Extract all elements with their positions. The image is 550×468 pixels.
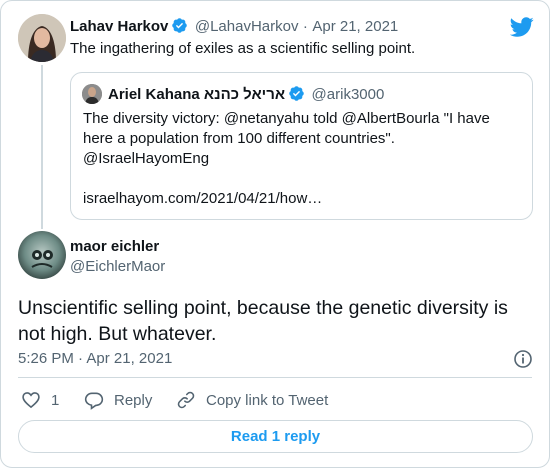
quoted-tweet-header: Ariel Kahana אריאל כהנא @arik3000	[108, 85, 384, 104]
tweet-date[interactable]: Apr 21, 2021	[312, 18, 399, 35]
link-icon	[177, 391, 195, 409]
tweet-time: 5:26 PM	[18, 350, 74, 367]
reply-bubble-icon	[84, 392, 104, 410]
reply-label: Reply	[114, 391, 153, 409]
main-tweet-text-line-1: Unscientific selling point, because the …	[18, 297, 508, 319]
quoted-tweet-line-2: here a population from 100 different cou…	[83, 130, 395, 147]
tweet-timestamp[interactable]: 5:26 PM · Apr 21, 2021	[18, 350, 172, 367]
reply-button[interactable]: Reply	[84, 389, 152, 411]
like-button[interactable]: 1	[21, 389, 59, 411]
original-tweet-header: Lahav Harkov @LahavHarkov · Apr 21, 2021	[70, 17, 398, 36]
lahav-harkov-avatar[interactable]	[18, 14, 66, 62]
quoted-tweet[interactable]: Ariel Kahana אריאל כהנא @arik3000 The di…	[70, 72, 533, 220]
tweet-date: Apr 21, 2021	[86, 350, 173, 367]
quoted-author-name: Ariel Kahana אריאל כהנא	[108, 86, 286, 103]
maor-eichler-avatar[interactable]	[18, 231, 66, 279]
info-icon[interactable]	[513, 349, 533, 369]
copy-link-label: Copy link to Tweet	[206, 391, 329, 409]
thread-connector-line	[41, 65, 43, 229]
author-name[interactable]: Lahav Harkov	[70, 18, 169, 35]
quoted-tweet-mention[interactable]: @IsraelHayomEng	[83, 150, 210, 167]
separator-dot: ·	[78, 350, 84, 367]
main-tweet-text-line-2: not high. But whatever.	[18, 323, 217, 345]
main-author-handle[interactable]: @EichlerMaor	[70, 258, 166, 275]
verified-badge-icon	[288, 85, 305, 102]
verified-badge-icon	[171, 17, 188, 34]
ariel-kahana-avatar	[82, 84, 102, 104]
heart-icon	[22, 392, 40, 409]
actions-divider	[18, 377, 532, 378]
quoted-tweet-link[interactable]: israelhayom.com/2021/04/21/how…	[83, 190, 323, 207]
separator-dot: ·	[302, 18, 308, 35]
read-replies-button[interactable]: Read 1 reply	[18, 420, 533, 453]
original-tweet-text: The ingathering of exiles as a scientifi…	[70, 40, 416, 57]
quoted-author-handle: @arik3000	[311, 86, 385, 103]
main-author-name[interactable]: maor eichler	[70, 238, 160, 255]
author-handle[interactable]: @LahavHarkov	[194, 18, 299, 35]
quoted-tweet-line-1: The diversity victory: @netanyahu told @…	[83, 110, 490, 127]
like-count: 1	[51, 391, 60, 409]
copy-link-button[interactable]: Copy link to Tweet	[176, 389, 328, 411]
twitter-bird-icon[interactable]	[509, 15, 534, 39]
